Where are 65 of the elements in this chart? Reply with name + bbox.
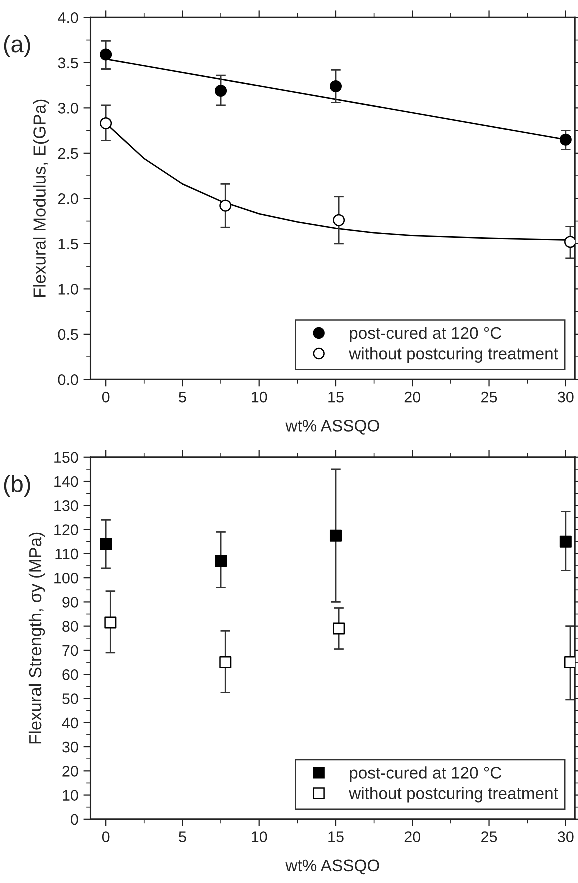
point xyxy=(330,80,342,92)
point xyxy=(564,236,576,248)
point xyxy=(560,134,572,146)
point xyxy=(330,530,342,542)
point xyxy=(333,214,346,226)
x-axis-title: wt% ASSQO xyxy=(286,420,380,435)
x-tick-label: 10 xyxy=(252,832,268,842)
point xyxy=(104,616,117,629)
point xyxy=(100,48,112,61)
x-tick-label: 10 xyxy=(252,392,268,403)
y-tick-label: 40 xyxy=(62,718,78,729)
point xyxy=(100,538,112,550)
y-axis-title: Flexural Strength, σy (MPa) xyxy=(28,532,46,744)
x-tick-label: 20 xyxy=(404,832,421,842)
x-tick-label: 15 xyxy=(328,392,344,403)
y-tick-label: 3.0 xyxy=(58,103,78,114)
point xyxy=(564,656,576,669)
text: (a) xyxy=(4,35,30,58)
y-tick-label: 120 xyxy=(54,524,78,536)
x-tick-label: 15 xyxy=(328,832,344,842)
x-axis-title: wt% ASSQO xyxy=(286,860,380,875)
legend-label: post-cured at 120 °C xyxy=(350,766,502,782)
point xyxy=(215,555,228,568)
x-tick-label: 30 xyxy=(558,392,574,403)
y-tick-label: 0.5 xyxy=(58,329,78,340)
y-tick-label: 2.5 xyxy=(58,148,78,160)
point xyxy=(220,200,232,212)
y-tick-label: 2.0 xyxy=(58,194,78,204)
y-tick-label: 140 xyxy=(54,476,78,488)
y-tick-label: 100 xyxy=(54,572,78,584)
y-tick-label: 30 xyxy=(62,742,78,753)
point xyxy=(560,536,572,548)
y-tick-label: 50 xyxy=(62,694,78,704)
y-tick-label: 110 xyxy=(56,548,78,560)
y-tick-label: 0 xyxy=(71,814,78,826)
point xyxy=(215,84,228,97)
x-tick-label: 5 xyxy=(179,392,186,403)
y-tick-label: 0.0 xyxy=(58,374,78,386)
legend-label: without postcuring treatment xyxy=(349,787,558,803)
x-tick-label: 25 xyxy=(482,832,498,842)
point xyxy=(100,118,112,130)
y-tick-label: 4.0 xyxy=(58,12,78,24)
y-tick-label: 10 xyxy=(63,790,78,801)
y-tick-label: 1.0 xyxy=(58,284,78,295)
y-tick-label: 130 xyxy=(54,500,78,512)
y-tick-label: 3.5 xyxy=(58,58,78,69)
x-tick-label: 20 xyxy=(404,392,421,403)
x-tick-label: 25 xyxy=(482,392,498,403)
text: (b) xyxy=(4,475,30,498)
point xyxy=(333,622,346,635)
y-tick-label: 20 xyxy=(62,766,78,777)
legend-label: post-cured at 120 °C xyxy=(350,326,502,342)
y-tick-label: 70 xyxy=(62,645,78,656)
y-tick-label: 150 xyxy=(54,452,78,464)
y-tick-label: 1.5 xyxy=(58,238,78,250)
x-tick-label: 0 xyxy=(102,392,110,403)
y-tick-label: 90 xyxy=(62,597,78,608)
x-tick-label: 5 xyxy=(179,832,186,842)
y-tick-label: 80 xyxy=(62,621,78,632)
y-tick-label: 60 xyxy=(62,669,78,680)
x-tick-label: 30 xyxy=(558,832,574,842)
x-tick-label: 0 xyxy=(102,832,110,842)
legend-label: without postcuring treatment xyxy=(349,347,558,364)
point xyxy=(220,656,232,669)
y-axis-title: Flexural Modulus, E(GPa) xyxy=(33,100,50,298)
